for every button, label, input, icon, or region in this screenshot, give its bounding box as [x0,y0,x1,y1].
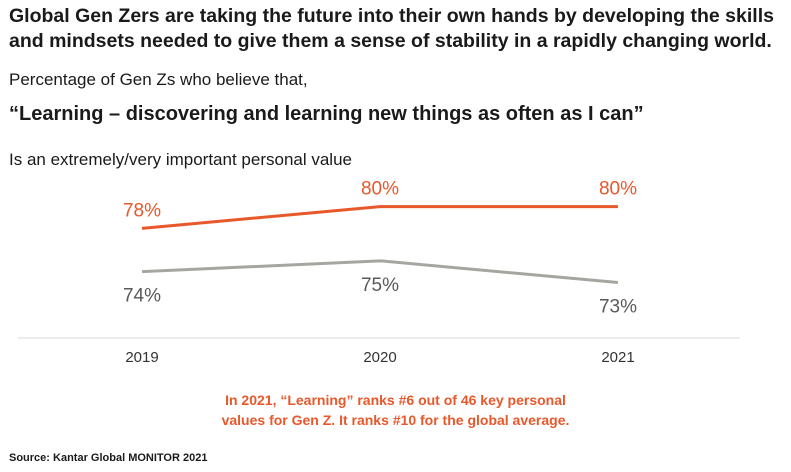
data-label-gen-z-2021: 80% [599,180,637,200]
x-tick-label-2020: 2020 [363,349,396,366]
series-line-gen-z [141,205,618,230]
x-tick-label-2021: 2021 [601,349,634,366]
subtitle: Percentage of Gen Zs who believe that, [9,70,308,89]
ranking-note: In 2021, “Learning” ranks #6 out of 46 k… [0,390,791,430]
headline: Global Gen Zers are taking the future in… [9,5,774,52]
data-label-gen-z-2019: 78% [123,200,161,221]
data-label-global-average-2020: 75% [361,275,399,296]
data-label-global-average-2021: 73% [599,297,637,318]
source-text: Source: Kantar Global MONITOR 2021 [9,452,208,464]
data-label-gen-z-2020: 80% [361,180,399,200]
ranking-note-line-2: values for Gen Z. It ranks #10 for the g… [221,412,570,428]
x-tick-label-2019: 2019 [125,349,158,366]
series-layer [141,205,619,284]
tick-layer: 2019 2020 2021 [125,349,634,366]
data-label-global-average-2019: 74% [123,286,161,307]
label-layer: 78% 80% 80% 74% 75% 73% [123,180,637,318]
value-quote: “Learning – discovering and learning new… [9,103,644,125]
ranking-note-line-1: In 2021, “Learning” ranks #6 out of 46 k… [225,392,566,408]
line-chart: 78% 80% 80% 74% 75% 73% 2019 2020 2021 [18,180,740,366]
value-description: Is an extremely/very important personal … [9,150,352,169]
series-line-global-average [141,259,619,284]
